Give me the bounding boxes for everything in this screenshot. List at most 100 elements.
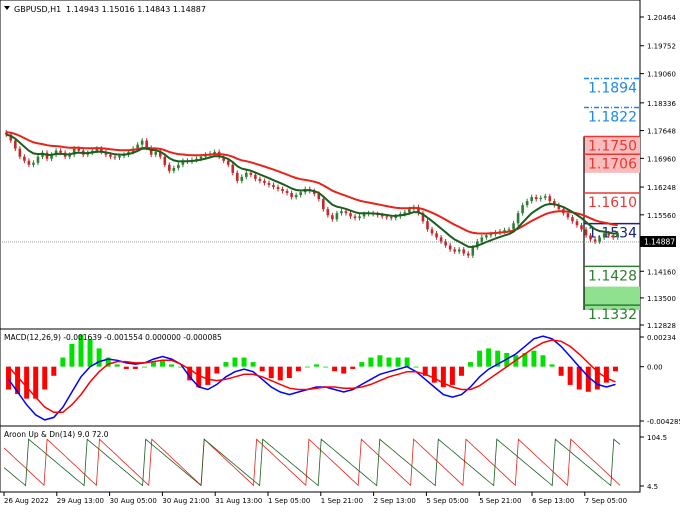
macd-histogram-bar: [341, 366, 347, 374]
candle-body: [503, 230, 506, 232]
candle-body: [385, 216, 389, 218]
macd-histogram-bar: [449, 366, 455, 385]
candle-body: [471, 247, 475, 256]
macd-histogram-bar: [78, 334, 84, 367]
candle-body: [77, 148, 81, 151]
candle-body: [109, 154, 112, 157]
macd-histogram-bar: [567, 366, 573, 385]
candle-body: [50, 154, 53, 159]
candle-body: [59, 150, 62, 153]
candle-body: [213, 151, 216, 154]
macd-histogram-bar: [187, 366, 193, 381]
macd-histogram-bar: [132, 366, 138, 369]
macd-histogram-bar: [540, 355, 546, 367]
candle-body: [602, 233, 606, 238]
candle-body: [32, 162, 35, 165]
macd-histogram-bar: [205, 366, 211, 385]
candle-body: [362, 213, 366, 217]
candle-body: [226, 160, 230, 165]
candle-body: [118, 155, 121, 158]
macd-histogram-bar: [214, 366, 220, 374]
price-tick-label: 1.16960: [647, 155, 676, 163]
time-tick-label: 5 Sep 21:00: [479, 497, 521, 505]
candle-body: [448, 245, 452, 250]
candle-body: [430, 229, 434, 234]
aroon-tick-label: 104.5: [647, 434, 667, 442]
macd-histogram-bar: [114, 364, 120, 367]
candle-body: [417, 207, 420, 214]
macd-histogram-bar: [486, 348, 492, 367]
time-tick-label: 30 Aug 05:00: [110, 497, 157, 505]
macd-histogram-bar: [314, 364, 320, 367]
candle-body: [598, 237, 601, 242]
candle-body: [457, 249, 461, 252]
macd-histogram-bar: [241, 357, 247, 367]
candle-body: [611, 235, 615, 238]
macd-histogram-bar: [51, 366, 57, 376]
signal-line: [7, 339, 616, 414]
macd-histogram-bar: [522, 352, 528, 367]
candle-body: [439, 237, 443, 242]
time-tick-label: 2 Sep 13:00: [374, 497, 416, 505]
candle-body: [480, 237, 484, 242]
time-tick-label: 30 Aug 21:00: [162, 497, 209, 505]
candle-body: [195, 158, 198, 160]
macd-histogram-bar: [42, 366, 48, 390]
candle-body: [331, 215, 334, 220]
macd-histogram-bar: [160, 359, 166, 367]
price-panel: [0, 0, 641, 330]
candle-body: [100, 148, 103, 152]
macd-histogram-bar: [612, 366, 618, 372]
candle-body: [380, 215, 384, 217]
macd-histogram-bar: [495, 350, 501, 367]
level-label: 1.1822: [588, 110, 637, 126]
candle-body: [530, 197, 533, 202]
candle-body: [326, 209, 330, 216]
time-tick-label: 6 Sep 13:00: [532, 497, 574, 505]
macd-histogram-bar: [404, 357, 410, 367]
macd-histogram-bar: [33, 366, 39, 399]
candle-body: [593, 239, 597, 242]
macd-panel: [0, 328, 641, 427]
candle-body: [571, 217, 574, 222]
macd-histogram-bar: [558, 366, 564, 376]
ohlc-label: 1.14943 1.15016 1.14843 1.14887: [66, 5, 206, 14]
macd-histogram-bar: [223, 362, 229, 367]
aroon-down-line: [3, 438, 621, 487]
macd-histogram-bar: [178, 366, 184, 368]
price-tick-label: 1.20464: [647, 14, 676, 22]
macd-indicator: 0.00234 0.00 -0.004285: [6, 334, 680, 426]
macd-histogram-bar: [323, 366, 329, 368]
price-tick-label: 1.14160: [647, 268, 676, 276]
macd-histogram-bar: [377, 355, 383, 367]
macd-histogram-bar: [440, 366, 446, 388]
aroon-indicator: 104.5 4.5: [3, 434, 667, 491]
candle-body: [489, 234, 493, 236]
macd-histogram-bar: [413, 366, 419, 368]
candle-body: [145, 140, 148, 148]
level-label: 1.1750: [588, 139, 637, 155]
dropdown-triangle-icon[interactable]: [4, 6, 10, 10]
candle-body: [312, 191, 316, 194]
price-tick-label: 1.12828: [647, 322, 676, 330]
candle-body: [344, 211, 348, 214]
macd-tick-label: 0.00: [647, 364, 663, 372]
macd-histogram-bar: [150, 362, 156, 367]
level-label: 1.1428: [588, 268, 637, 284]
fast-ma-line: [6, 133, 618, 249]
candle-body: [276, 186, 280, 189]
macd-histogram-bar: [141, 366, 147, 368]
candle-body: [534, 197, 538, 200]
macd-histogram-bar: [232, 357, 238, 367]
candle-body: [466, 253, 470, 256]
macd-histogram-bar: [196, 366, 202, 388]
macd-histogram-bar: [60, 357, 66, 367]
candle-body: [607, 233, 610, 236]
candle-body: [435, 233, 438, 238]
candle-body: [36, 156, 40, 163]
candle-body: [199, 156, 203, 159]
candle-body: [281, 188, 284, 192]
price-zone: [584, 286, 640, 310]
candle-body: [512, 223, 515, 230]
